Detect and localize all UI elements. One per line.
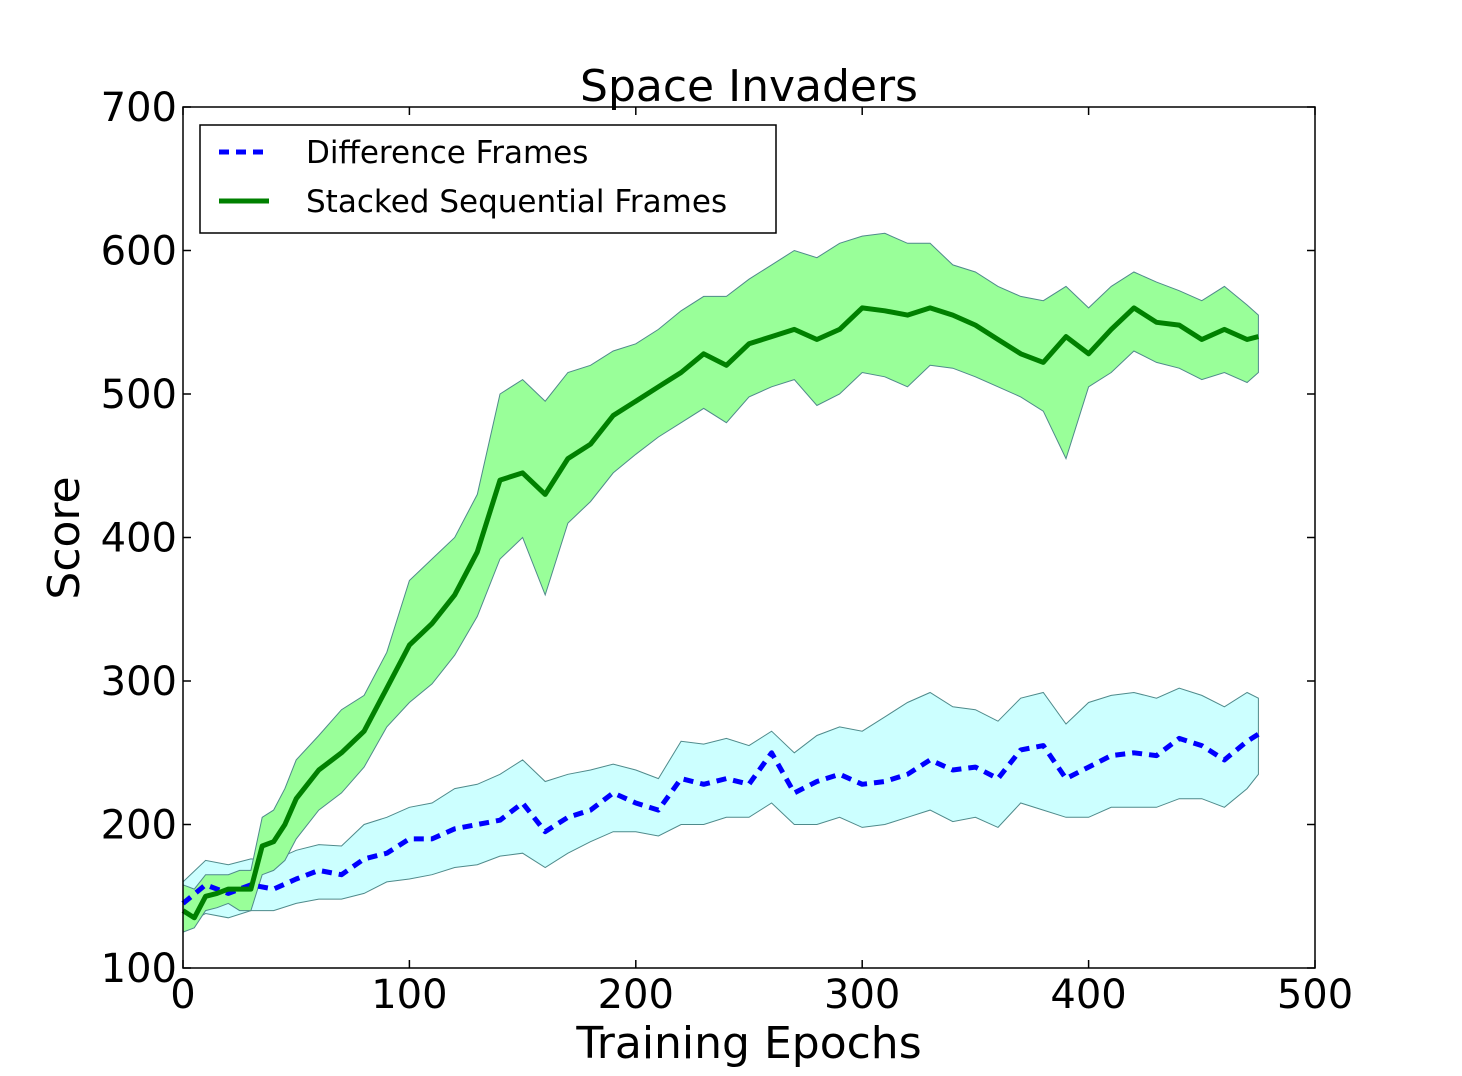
x-tick-label: 300 — [824, 972, 900, 1018]
y-tick-label: 300 — [101, 659, 177, 705]
y-tick-label: 100 — [101, 946, 177, 992]
line-stacked-sequential-frames — [181, 305, 1260, 921]
y-axis-ticks: 100 200 300 400 500 600 700 — [101, 85, 1315, 992]
chart-title: Space Invaders — [580, 61, 918, 112]
confidence-bands — [182, 232, 1259, 933]
x-axis-ticks: 0 100 200 300 400 500 — [170, 107, 1353, 1018]
y-axis-title: Score — [39, 476, 90, 599]
x-tick-label: 100 — [371, 972, 447, 1018]
x-tick-label: 200 — [598, 972, 674, 1018]
y-tick-label: 500 — [101, 372, 177, 418]
line-difference-frames — [181, 731, 1260, 906]
legend: Difference Frames Stacked Sequential Fra… — [199, 124, 777, 234]
x-tick-label: 400 — [1050, 972, 1126, 1018]
legend-label-stacked-sequential-frames: Stacked Sequential Frames — [306, 184, 727, 220]
legend-box — [199, 124, 777, 234]
y-tick-label: 200 — [101, 803, 177, 849]
legend-label-difference-frames: Difference Frames — [306, 135, 588, 171]
x-axis-title: Training Epochs — [575, 1018, 921, 1069]
y-tick-label: 700 — [101, 85, 177, 131]
x-tick-label: 500 — [1277, 972, 1353, 1018]
band-difference-frames — [182, 687, 1259, 926]
y-tick-label: 600 — [101, 229, 177, 275]
band-stacked-sequential-frames — [182, 232, 1259, 933]
y-tick-label: 400 — [101, 516, 177, 562]
series-lines — [181, 305, 1260, 921]
x-tick-label: 0 — [170, 972, 195, 1018]
